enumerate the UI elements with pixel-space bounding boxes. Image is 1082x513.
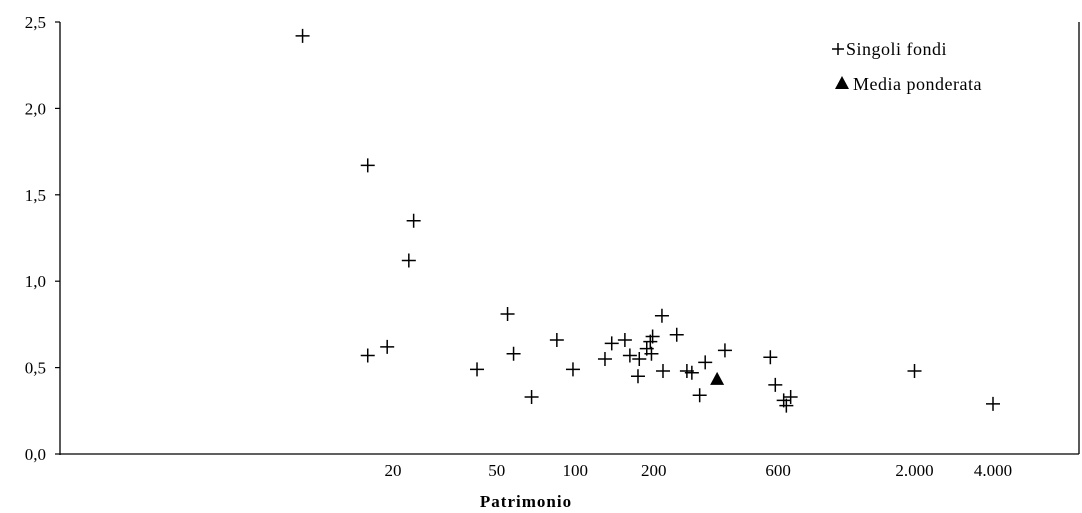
legend-label-singoli-fondi: Singoli fondi xyxy=(846,39,947,59)
y-tick-label: 0,0 xyxy=(25,445,46,464)
data-point-plus xyxy=(783,389,798,404)
y-tick-label: 2,5 xyxy=(25,13,46,32)
x-tick-label: 100 xyxy=(563,461,589,480)
data-point-plus xyxy=(597,351,612,366)
data-point-plus xyxy=(630,369,645,384)
data-point-plus xyxy=(604,336,619,351)
x-tick-label: 20 xyxy=(385,461,402,480)
data-point-plus xyxy=(549,332,564,347)
legend-plus-marker xyxy=(832,43,844,55)
data-point-plus xyxy=(669,327,684,342)
x-tick-label: 2.000 xyxy=(895,461,933,480)
data-point-plus xyxy=(684,365,699,380)
data-point-plus xyxy=(524,389,539,404)
data-point-plus xyxy=(654,308,669,323)
x-tick-label: 200 xyxy=(641,461,667,480)
x-axis-title: Patrimonio xyxy=(480,492,572,511)
data-point-plus xyxy=(360,158,375,173)
x-tick-label: 600 xyxy=(765,461,791,480)
data-point-plus xyxy=(500,307,515,322)
legend-entry-media-ponderata: Media ponderata xyxy=(835,74,982,94)
x-tick-label: 50 xyxy=(488,461,505,480)
data-point-plus xyxy=(470,362,485,377)
data-point-triangle xyxy=(710,371,725,385)
data-point-plus xyxy=(655,364,670,379)
data-point-plus xyxy=(401,253,416,268)
data-point-plus xyxy=(717,343,732,358)
legend-entry-singoli-fondi: Singoli fondi xyxy=(832,39,947,59)
data-point-plus xyxy=(763,350,778,365)
data-point-plus xyxy=(360,348,375,363)
y-tick-label: 2,0 xyxy=(25,99,46,118)
legend-triangle-marker xyxy=(835,76,849,89)
data-point-plus xyxy=(380,339,395,354)
data-point-plus xyxy=(632,351,647,366)
data-point-plus xyxy=(295,28,310,43)
x-ticks: 20 50 100 200 600 2.000 4.000 xyxy=(385,461,1013,480)
y-tick-label: 1,5 xyxy=(25,186,46,205)
legend: Singoli fondi Media ponderata xyxy=(832,39,982,94)
data-point-plus xyxy=(692,388,707,403)
data-point-plus xyxy=(779,398,794,413)
y-tick-label: 0,5 xyxy=(25,359,46,378)
y-tick-label: 1,0 xyxy=(25,272,46,291)
legend-label-media-ponderata: Media ponderata xyxy=(853,74,982,94)
data-point-plus xyxy=(644,346,659,361)
data-point-plus xyxy=(622,348,637,363)
data-point-plus xyxy=(986,396,1000,411)
axes-layer xyxy=(59,22,1080,455)
data-point-plus xyxy=(645,329,660,344)
data-point-plus xyxy=(406,213,421,228)
data-point-plus xyxy=(907,364,922,379)
data-point-plus xyxy=(698,355,713,370)
data-point-plus xyxy=(506,346,521,361)
data-point-plus xyxy=(617,332,632,347)
data-point-plus xyxy=(565,362,580,377)
y-ticks: 0,0 0,5 1,0 1,5 2,0 2,5 xyxy=(25,13,60,464)
points-layer xyxy=(295,28,1000,413)
data-point-plus xyxy=(768,377,783,392)
x-tick-label: 4.000 xyxy=(974,461,1012,480)
